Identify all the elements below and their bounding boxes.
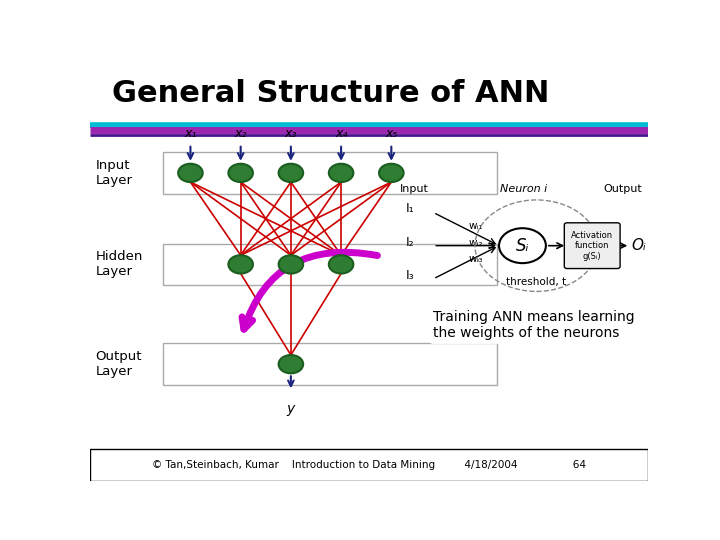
Text: y: y (287, 402, 295, 416)
Circle shape (279, 355, 303, 373)
FancyBboxPatch shape (564, 223, 620, 268)
Text: Activation
function
g(Sᵢ): Activation function g(Sᵢ) (571, 231, 613, 261)
Text: General Structure of ANN: General Structure of ANN (112, 79, 549, 109)
Circle shape (499, 228, 546, 263)
Text: x₃: x₃ (284, 127, 297, 140)
Circle shape (178, 164, 203, 182)
Circle shape (379, 164, 404, 182)
Text: threshold, t: threshold, t (506, 277, 567, 287)
Circle shape (329, 164, 354, 182)
Circle shape (228, 164, 253, 182)
Text: x₁: x₁ (184, 127, 197, 140)
Circle shape (279, 164, 303, 182)
Text: x₅: x₅ (385, 127, 397, 140)
Text: Input: Input (400, 184, 428, 194)
Text: wᵢ₃: wᵢ₃ (469, 254, 483, 264)
Text: x₂: x₂ (235, 127, 247, 140)
Bar (163, 244, 498, 285)
Text: I₂: I₂ (405, 235, 414, 249)
Text: I₃: I₃ (405, 269, 414, 282)
Text: wᵢ₂: wᵢ₂ (469, 238, 483, 248)
Text: Oᵢ: Oᵢ (631, 238, 646, 253)
Text: Output
Layer: Output Layer (96, 350, 142, 378)
Circle shape (228, 255, 253, 274)
Bar (90, 449, 648, 481)
Circle shape (279, 255, 303, 274)
Bar (163, 343, 498, 385)
Bar (163, 152, 498, 194)
Text: Training ANN means learning
the weights of the neurons: Training ANN means learning the weights … (433, 309, 635, 340)
Text: x₄: x₄ (335, 127, 347, 140)
Text: © Tan,Steinbach, Kumar    Introduction to Data Mining         4/18/2004         : © Tan,Steinbach, Kumar Introduction to D… (152, 460, 586, 470)
Text: Input
Layer: Input Layer (96, 159, 132, 187)
Text: I₁: I₁ (405, 202, 414, 215)
Text: Sᵢ: Sᵢ (516, 237, 529, 255)
Text: Hidden
Layer: Hidden Layer (96, 251, 143, 279)
Circle shape (329, 255, 354, 274)
Bar (90, 449, 648, 481)
Text: Output: Output (603, 184, 642, 194)
Text: wᵢ₁: wᵢ₁ (469, 221, 484, 231)
Text: Neuron i: Neuron i (500, 184, 547, 194)
